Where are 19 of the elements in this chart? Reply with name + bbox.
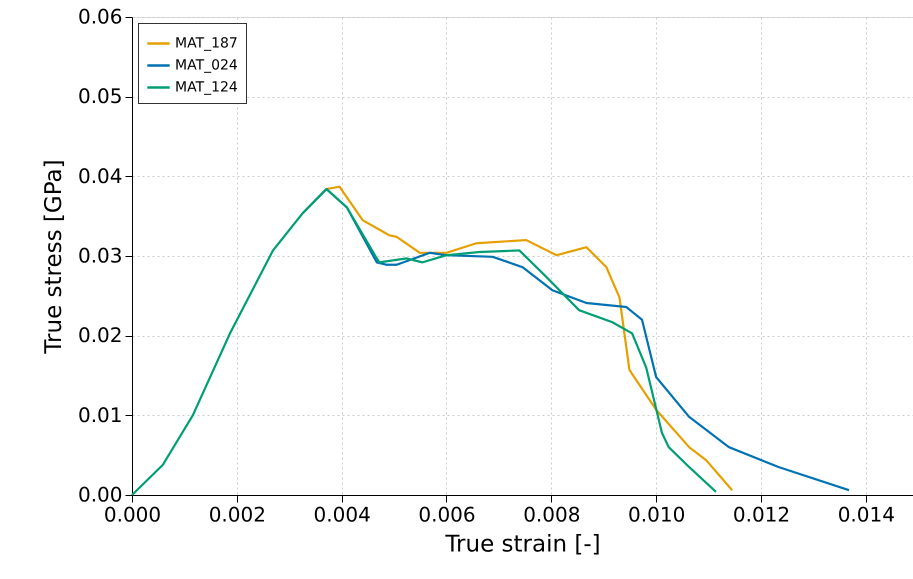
x-axis-title: True strain [-] <box>444 532 601 558</box>
x-tick-label: 0.006 <box>418 502 476 526</box>
x-tick-label: 0.012 <box>732 502 790 526</box>
legend-label: MAT_024 <box>175 58 238 74</box>
legend-label: MAT_187 <box>175 36 238 52</box>
y-tick-label: 0.03 <box>78 244 122 268</box>
y-tick-label: 0.02 <box>78 323 122 348</box>
line-series <box>130 188 718 496</box>
x-tick-label: 0.002 <box>208 502 266 526</box>
y-tick-label: 0.05 <box>78 84 122 108</box>
y-tick-label: 0.04 <box>78 164 122 188</box>
x-tick-label: 0.014 <box>838 502 895 526</box>
x-tick-label: 0.004 <box>314 502 371 526</box>
y-axis-title: True stress [GPa] <box>40 159 67 355</box>
legend-label: MAT_124 <box>175 80 238 96</box>
y-tick-label: 0.01 <box>78 402 122 427</box>
x-tick-label: 0.008 <box>523 502 580 526</box>
x-tick-label: 0.010 <box>628 502 686 526</box>
y-tick-label: 0.06 <box>78 4 122 28</box>
